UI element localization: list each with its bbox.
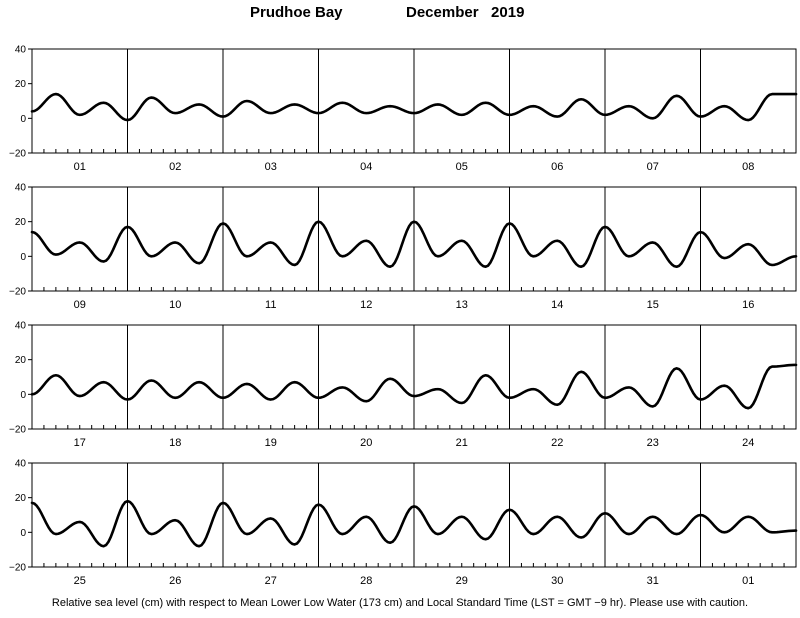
day-label: 07 bbox=[647, 161, 659, 173]
y-tick-label: 20 bbox=[15, 217, 27, 228]
y-tick-label: −20 bbox=[9, 425, 26, 436]
day-label: 30 bbox=[551, 575, 563, 587]
day-label: 21 bbox=[456, 437, 468, 449]
month-year: December 2019 bbox=[406, 4, 525, 21]
day-label: 02 bbox=[169, 161, 181, 173]
day-label: 16 bbox=[742, 299, 754, 311]
day-label: 11 bbox=[265, 299, 276, 311]
tide-curve bbox=[30, 220, 798, 269]
y-tick-label: −20 bbox=[9, 149, 26, 160]
day-label: 13 bbox=[456, 299, 468, 311]
day-label: 10 bbox=[169, 299, 181, 311]
y-tick-label: 0 bbox=[20, 390, 26, 401]
footnote: Relative sea level (cm) with respect to … bbox=[51, 597, 749, 609]
day-label: 14 bbox=[551, 299, 563, 311]
day-label: 19 bbox=[265, 437, 277, 449]
day-label: 01 bbox=[742, 575, 754, 587]
day-label: 31 bbox=[647, 575, 659, 587]
tide-curve bbox=[30, 363, 798, 410]
day-label: 09 bbox=[74, 299, 86, 311]
day-label: 27 bbox=[265, 575, 277, 587]
tide-curve bbox=[30, 499, 798, 548]
day-label: 12 bbox=[360, 299, 372, 311]
tide-curve bbox=[30, 92, 798, 122]
day-label: 01 bbox=[74, 161, 86, 173]
y-tick-label: 0 bbox=[20, 114, 26, 125]
day-label: 18 bbox=[169, 437, 181, 449]
day-label: 24 bbox=[742, 437, 754, 449]
day-label: 25 bbox=[74, 575, 86, 587]
day-label: 23 bbox=[647, 437, 659, 449]
day-label: 15 bbox=[647, 299, 659, 311]
y-tick-label: 40 bbox=[15, 45, 27, 56]
y-tick-label: 40 bbox=[15, 321, 27, 332]
y-tick-label: −20 bbox=[9, 563, 26, 574]
station-name: Prudhoe Bay bbox=[250, 4, 343, 21]
day-label: 08 bbox=[742, 161, 754, 173]
day-label: 17 bbox=[74, 437, 86, 449]
day-label: 05 bbox=[456, 161, 468, 173]
y-tick-label: 0 bbox=[20, 252, 26, 263]
y-tick-label: 20 bbox=[15, 355, 27, 366]
day-label: 22 bbox=[551, 437, 563, 449]
y-tick-label: 40 bbox=[15, 183, 27, 194]
day-label: 04 bbox=[360, 161, 372, 173]
day-label: 29 bbox=[456, 575, 468, 587]
day-label: 20 bbox=[360, 437, 372, 449]
day-label: 28 bbox=[360, 575, 372, 587]
y-tick-label: 20 bbox=[15, 79, 27, 90]
y-tick-label: 40 bbox=[15, 459, 27, 470]
y-tick-label: 20 bbox=[15, 493, 27, 504]
y-tick-label: −20 bbox=[9, 287, 26, 298]
day-label: 03 bbox=[265, 161, 277, 173]
day-label: 26 bbox=[169, 575, 181, 587]
chart-title: Prudhoe Bay December 2019 bbox=[0, 4, 800, 28]
day-label: 06 bbox=[551, 161, 563, 173]
y-tick-label: 0 bbox=[20, 528, 26, 539]
